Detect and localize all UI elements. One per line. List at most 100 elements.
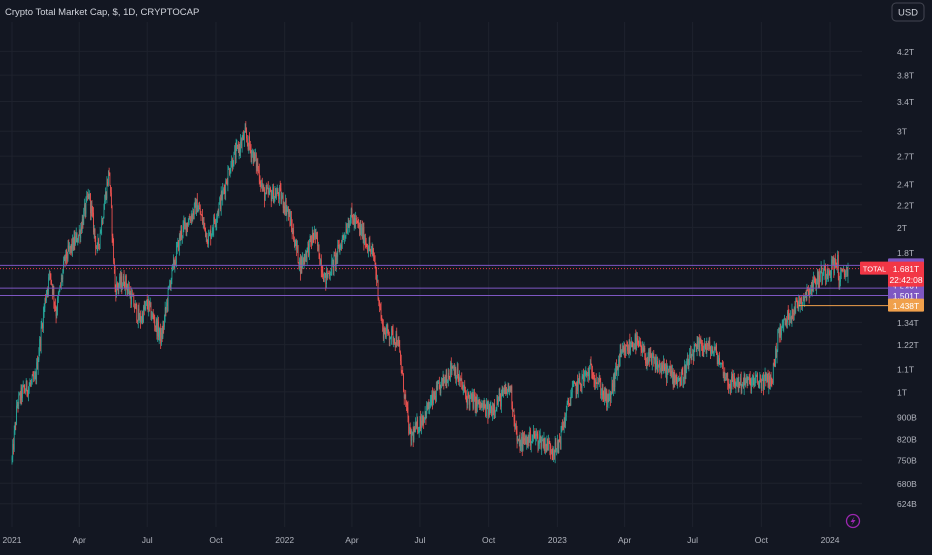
candle-body [651,357,653,364]
candle-body [269,188,271,191]
candle-body [714,346,716,350]
candle-body [192,210,194,220]
lightning-icon[interactable] [845,513,861,529]
candle-body [769,374,771,389]
candle-body [801,299,803,305]
candle-body [486,402,488,405]
candle-body [110,185,111,193]
candle-body [725,376,727,378]
candle-body [163,325,165,327]
candle-body [235,149,236,159]
chart-title: Crypto Total Market Cap, $, 1D, CRYPTOCA… [5,7,199,18]
candle-body [74,236,76,245]
candle-body [57,295,59,298]
candle-body [40,326,42,347]
candle-body [459,377,461,381]
candle-body [610,392,611,400]
candle-body [288,211,290,214]
candle-body [626,345,628,347]
candle-body [464,386,466,391]
candle-body [32,375,34,377]
candle-body [616,365,617,375]
candle-body [663,361,664,371]
candle-body [840,269,842,273]
candle-body [70,244,72,249]
candle-body [788,314,790,320]
candle-body [356,218,357,221]
candle-body [489,405,490,415]
candle-body [474,395,476,411]
currency-button[interactable]: USD [891,2,925,22]
candle-body [707,345,709,347]
candle-body [772,380,773,383]
price-badges: 1.704T1.548T1.501T1.438TTOTAL1.681T22:42… [860,258,924,312]
candle-body [155,320,157,327]
candle-body [116,282,117,296]
candle-body [493,404,495,413]
candle-body [746,377,747,380]
candle-body [154,321,156,327]
candle-body [193,210,194,216]
candle-body [77,240,79,243]
candle-body [634,334,636,345]
candle-body [742,382,744,386]
candle-body [799,298,801,306]
candle-body [671,371,673,378]
candle-body [336,253,338,257]
candle-body [263,186,265,190]
candle-body [191,215,193,220]
candle-body [572,385,574,387]
candle-body [611,383,613,393]
candle-body [720,362,722,365]
x-axis[interactable]: 2021 Apr Jul Oct 2022 Apr Jul Oct 2023 Apr Jul Oct 2… [3,535,840,545]
candle-body [471,394,473,399]
candle-body [15,423,17,425]
candle-body [206,233,208,244]
candle-body [141,313,143,321]
candle-body [763,378,764,390]
candle-body [424,411,426,418]
candle-body [560,426,562,444]
candle-body [615,365,617,372]
candle-body [789,319,791,320]
candle-body [574,381,575,384]
candle-body [746,377,748,386]
candle-body [220,191,222,210]
candle-body [547,438,549,451]
candle-body [719,364,721,365]
candle-body [380,308,382,319]
y-tick-label: 1.34T [897,318,919,328]
candle-body [62,270,64,280]
y-axis[interactable]: 624B 680B 750B 820B 900B 1T 1.1T 1.22T 1.34T 1.8T… [897,47,919,509]
candle-body [293,230,295,241]
candle-body [111,206,113,237]
candle-body [158,333,160,337]
candle-body [415,422,416,433]
candle-body [619,350,621,362]
candle-body [37,362,38,370]
candle-body [322,271,324,278]
candle-body [813,277,814,287]
candle-body [603,395,605,400]
horizontal-levels[interactable] [0,264,888,307]
candle-body [819,275,820,282]
candle-body [835,263,837,264]
candle-body [474,395,475,396]
candle-body [607,394,609,402]
candle-body [727,372,729,383]
candle-body [839,281,841,288]
candle-body [847,269,849,277]
candle-body [84,204,86,214]
candle-body [391,328,393,330]
candle-body [223,188,225,190]
candle-body [541,440,543,448]
candle-body [497,399,498,405]
candle-body [279,187,281,189]
candle-body [609,392,611,398]
candle-body [444,379,446,383]
candle-body [693,348,695,361]
candle-body [773,363,775,366]
candle-body [656,361,658,363]
